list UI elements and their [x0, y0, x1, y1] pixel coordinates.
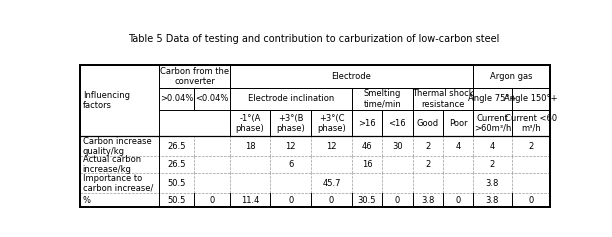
Text: Poor: Poor — [449, 119, 468, 128]
Text: 50.5: 50.5 — [168, 196, 186, 205]
Bar — [512, 88, 550, 110]
Text: 6: 6 — [288, 160, 294, 169]
Text: %: % — [83, 196, 91, 205]
Text: Thermal shock
resistance: Thermal shock resistance — [412, 89, 474, 109]
Text: Argon gas: Argon gas — [490, 72, 533, 81]
Text: Angle 150°+: Angle 150°+ — [504, 95, 558, 104]
Text: 3.8: 3.8 — [421, 196, 435, 205]
Text: Importance to
carbon increase/: Importance to carbon increase/ — [83, 174, 153, 193]
Bar — [271, 110, 311, 136]
Bar — [230, 88, 352, 110]
Text: 2: 2 — [425, 142, 430, 151]
Text: 2: 2 — [528, 142, 533, 151]
Text: 3.8: 3.8 — [486, 196, 499, 205]
Bar — [159, 88, 195, 110]
Bar — [412, 110, 443, 136]
Bar — [230, 65, 473, 88]
Text: Electrode: Electrode — [332, 72, 371, 81]
Text: Table 5 Data of testing and contribution to carburization of low-carbon steel: Table 5 Data of testing and contribution… — [128, 34, 499, 44]
Bar — [352, 88, 412, 110]
Bar — [195, 88, 230, 110]
Text: Smelting
time/min: Smelting time/min — [364, 89, 401, 109]
Text: -1°(A
phase): -1°(A phase) — [236, 114, 264, 133]
Text: 26.5: 26.5 — [168, 160, 186, 169]
Text: Influencing
factors: Influencing factors — [83, 91, 130, 110]
Bar — [512, 110, 550, 136]
Text: 4: 4 — [490, 142, 495, 151]
Text: 0: 0 — [209, 196, 215, 205]
Text: 11.4: 11.4 — [241, 196, 259, 205]
Text: <0.04%: <0.04% — [195, 95, 229, 104]
Text: Actual carbon
increase/kg: Actual carbon increase/kg — [83, 155, 141, 174]
Text: 0: 0 — [395, 196, 400, 205]
Bar — [311, 110, 352, 136]
Text: 0: 0 — [329, 196, 334, 205]
Text: 4: 4 — [455, 142, 461, 151]
Text: Current
>60m³/h: Current >60m³/h — [474, 114, 511, 133]
Bar — [382, 110, 412, 136]
Bar — [473, 65, 550, 88]
Text: 12: 12 — [286, 142, 296, 151]
Text: >0.04%: >0.04% — [160, 95, 193, 104]
Text: Carbon from the
converter: Carbon from the converter — [160, 67, 229, 86]
Bar — [80, 65, 550, 207]
Bar — [230, 110, 271, 136]
Bar — [159, 65, 230, 88]
Text: <16: <16 — [389, 119, 406, 128]
Text: 2: 2 — [490, 160, 495, 169]
Bar — [473, 110, 512, 136]
Text: Angle 75°+: Angle 75°+ — [468, 95, 517, 104]
Text: Current <60
m³/h: Current <60 m³/h — [505, 114, 557, 133]
Text: +3°(B
phase): +3°(B phase) — [277, 114, 305, 133]
Text: Electrode inclination: Electrode inclination — [248, 95, 334, 104]
Text: 0: 0 — [455, 196, 461, 205]
Text: 2: 2 — [425, 160, 430, 169]
Text: 3.8: 3.8 — [486, 179, 499, 188]
Bar — [352, 110, 382, 136]
Text: Good: Good — [417, 119, 439, 128]
Text: >16: >16 — [358, 119, 376, 128]
Bar — [80, 65, 550, 207]
Bar — [80, 65, 159, 136]
Bar — [473, 88, 512, 110]
Text: 0: 0 — [528, 196, 533, 205]
Text: 50.5: 50.5 — [168, 179, 186, 188]
Bar — [443, 110, 473, 136]
Text: 30: 30 — [392, 142, 403, 151]
Text: 46: 46 — [362, 142, 372, 151]
Bar — [412, 88, 473, 110]
Text: 18: 18 — [245, 142, 255, 151]
Text: Carbon increase
quality/kg: Carbon increase quality/kg — [83, 137, 151, 156]
Text: +3°(C
phase): +3°(C phase) — [317, 114, 346, 133]
Text: 26.5: 26.5 — [168, 142, 186, 151]
Text: 45.7: 45.7 — [323, 179, 341, 188]
Text: 30.5: 30.5 — [358, 196, 376, 205]
Text: 12: 12 — [326, 142, 337, 151]
Text: 0: 0 — [288, 196, 293, 205]
Text: 16: 16 — [362, 160, 372, 169]
